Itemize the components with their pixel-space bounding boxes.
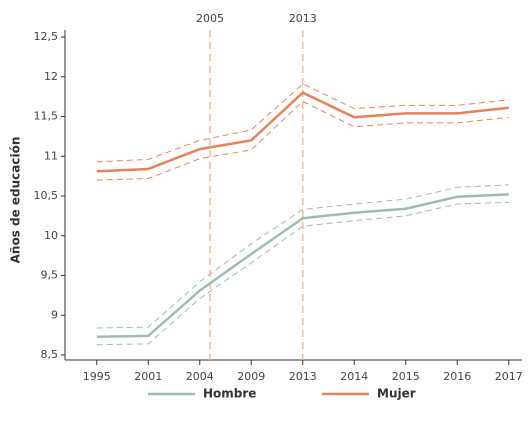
- x-tick-label: 2015: [392, 370, 420, 383]
- series-line: [96, 91, 509, 173]
- confidence-band: [96, 83, 509, 163]
- x-tick-label: 1995: [83, 370, 111, 383]
- confidence-band: [96, 184, 509, 329]
- y-tick-label: 9: [51, 308, 58, 321]
- y-tick-label: 12: [44, 70, 58, 83]
- y-tick-label: 10: [44, 229, 58, 242]
- confidence-band: [96, 201, 509, 346]
- y-tick-label: 8,5: [41, 348, 59, 361]
- y-tick-label: 12,5: [34, 30, 59, 43]
- y-tick-label: 11: [44, 149, 58, 162]
- series-line: [96, 193, 509, 338]
- y-tick-label: 10,5: [34, 189, 59, 202]
- x-tick-label: 2017: [495, 370, 523, 383]
- x-tick-label: 2013: [289, 370, 317, 383]
- y-tick-label: 11,5: [34, 110, 59, 123]
- confidence-band: [96, 100, 509, 181]
- x-tick-label: 2004: [186, 370, 214, 383]
- y-axis-label: Años de educación: [9, 137, 23, 264]
- reference-label: 2005: [196, 12, 224, 25]
- x-tick-label: 2009: [237, 370, 265, 383]
- y-tick-label: 9,5: [41, 269, 59, 282]
- x-tick-label: 2001: [134, 370, 162, 383]
- legend-label: Hombre: [203, 387, 256, 401]
- reference-label: 2013: [289, 12, 317, 25]
- x-tick-label: 2016: [443, 370, 471, 383]
- legend-label: Mujer: [377, 387, 416, 401]
- x-tick-label: 2014: [340, 370, 368, 383]
